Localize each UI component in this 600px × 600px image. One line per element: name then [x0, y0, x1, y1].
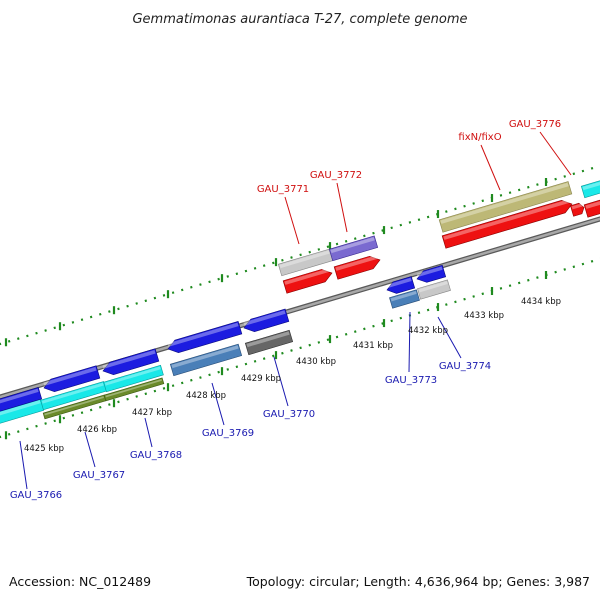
summary-label: Topology: circular; Length: 4,636,964 bp…	[246, 574, 590, 589]
tick-ring-1	[0, 257, 600, 439]
gene-label: GAU_3769	[202, 428, 254, 439]
gene-blue-7	[416, 264, 447, 283]
tick-label: 4432 kbp	[408, 326, 448, 336]
tick-label: 4429 kbp	[241, 374, 281, 384]
tick-ring-0	[0, 164, 600, 346]
gene-steel-1	[169, 343, 243, 377]
leader-line	[284, 196, 300, 245]
leader-line	[84, 431, 96, 468]
tick-label: 4434 kbp	[521, 297, 561, 307]
gene-label: GAU_3772	[310, 170, 362, 181]
gene-label: fixN/fixO	[458, 132, 501, 143]
label-leaders	[19, 131, 572, 490]
tick-label: 4425 kbp	[24, 444, 64, 454]
gene-steel-2	[389, 289, 420, 309]
tick-label: 4428 kbp	[186, 391, 226, 401]
gene-label: GAU_3776	[509, 119, 561, 130]
leader-line	[19, 440, 28, 490]
gene-label: GAU_3770	[263, 409, 315, 420]
gene-label: GAU_3766	[10, 490, 62, 501]
gene-red-5	[583, 197, 600, 218]
gene-lavender-1	[328, 235, 379, 262]
leader-line	[273, 356, 289, 407]
gene-red-3	[441, 199, 573, 249]
leader-line	[480, 144, 501, 191]
tick-labels: 4425 kbp 4426 kbp 4427 kbp 4428 kbp 4429 kbp…	[24, 297, 561, 454]
gene-cyan-3	[103, 364, 164, 393]
gene-features	[0, 177, 600, 427]
leader-line	[336, 182, 348, 233]
gene-blue-4	[167, 321, 243, 353]
gene-blue-1	[0, 387, 43, 412]
gene-blue-3	[102, 348, 160, 375]
gene-label: GAU_3773	[385, 375, 437, 386]
tick-label: 4427 kbp	[132, 408, 172, 418]
gene-cyan-right	[580, 177, 600, 199]
gene-label: GAU_3767	[73, 470, 125, 481]
gene-label: GAU_3768	[130, 450, 182, 461]
tick-label: 4431 kbp	[353, 341, 393, 351]
tick-label: 4433 kbp	[464, 311, 504, 321]
leader-line	[408, 311, 411, 373]
gene-grey-2	[417, 279, 451, 300]
leader-line	[437, 316, 462, 359]
gene-olive-2	[103, 377, 165, 402]
leader-line	[539, 131, 572, 176]
leader-line	[211, 382, 225, 426]
leader-line	[144, 417, 153, 448]
accession-label: Accession: NC_012489	[9, 574, 151, 589]
gene-label: GAU_3774	[439, 361, 491, 372]
gene-darkgrey-1	[244, 329, 294, 356]
gene-blue-2	[43, 365, 101, 392]
gene-red-2	[333, 254, 381, 280]
gene-blue-5	[243, 308, 290, 332]
tick-label: 4430 kbp	[296, 357, 336, 367]
gene-blue-6	[386, 276, 416, 294]
gene-labels: GAU_3766 GAU_3767 GAU_3768 GAU_3769 GAU_3770…	[10, 119, 561, 501]
tick-label: 4426 kbp	[77, 425, 117, 435]
gene-khaki-1	[438, 181, 573, 233]
gene-red-1	[282, 268, 333, 294]
gene-label: GAU_3771	[257, 184, 309, 195]
gene-red-4	[570, 202, 585, 217]
map-title: Gemmatimonas aurantiaca T-27, complete g…	[132, 12, 467, 27]
